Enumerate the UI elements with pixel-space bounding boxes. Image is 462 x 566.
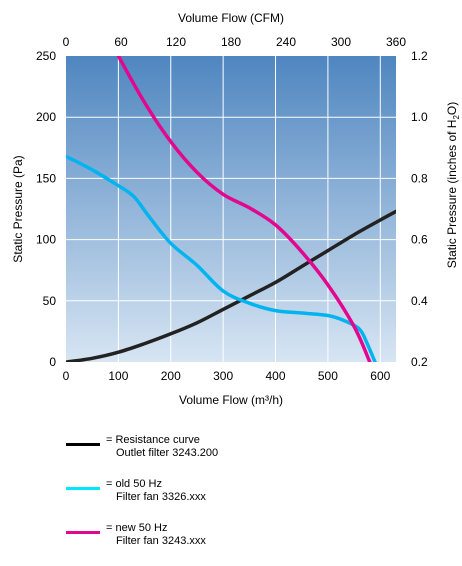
fan-curve-chart: 0 60 120 180 240 300 360 0 100 200 300 400 500 600 0 50… — [11, 11, 461, 407]
top-axis-tick-label: 60 — [114, 35, 128, 49]
bottom-axis-tick-label: 600 — [370, 369, 390, 383]
right-axis-tick-label: 0.8 — [411, 171, 428, 185]
legend-label: = old 50 Hz Filter fan 3326.xxx — [106, 478, 206, 504]
legend-label: = Resistance curve Outlet filter 3243.20… — [106, 434, 218, 460]
legend-swatch-resistance — [66, 443, 100, 446]
left-axis-title: Static Pressure (Pa) — [11, 155, 25, 262]
legend-label-line1: = Resistance curve — [106, 434, 200, 446]
bottom-axis-tick-label: 400 — [266, 369, 286, 383]
top-axis-tick-label: 300 — [331, 35, 351, 49]
legend-label-line2: Outlet filter 3243.200 — [116, 447, 219, 459]
top-axis-tick-label: 120 — [166, 35, 186, 49]
bottom-axis-tick-label: 0 — [63, 369, 70, 383]
top-axis-tick-label: 240 — [276, 35, 296, 49]
right-axis-tick-label: 1.0 — [411, 110, 428, 124]
left-axis-tick-label: 150 — [36, 171, 56, 185]
top-axis-tick-label: 360 — [386, 35, 406, 49]
left-axis-tick-label: 50 — [43, 294, 57, 308]
legend-label-line2: Filter fan 3326.xxx — [116, 491, 206, 503]
series-line-new-50hz — [116, 56, 372, 362]
left-axis-tick-label: 0 — [49, 355, 56, 369]
left-axis-tick-label: 100 — [36, 233, 56, 247]
bottom-axis-tick-label: 200 — [161, 369, 181, 383]
left-axis-tick-label: 250 — [36, 49, 56, 63]
top-axis-tick-label: 0 — [63, 35, 70, 49]
plot-background — [66, 56, 396, 362]
legend-label-line1: = new 50 Hz — [106, 522, 168, 534]
legend-label: = new 50 Hz Filter fan 3243.xxx — [106, 522, 206, 548]
series-line-resistance-curve — [66, 209, 396, 362]
top-axis-title: Volume Flow (CFM) — [178, 11, 284, 25]
right-axis-tick-label: 0.6 — [411, 233, 428, 247]
right-axis-tick-label: 1.2 — [411, 49, 428, 63]
bottom-axis-title: Volume Flow (m³/h) — [179, 393, 283, 407]
right-axis-title-subscript: 2 — [452, 115, 461, 120]
right-axis-title-part: Static Pressure (inches of H — [445, 120, 459, 269]
bottom-axis-tick-label: 500 — [318, 369, 338, 383]
legend-label-line1: = old 50 Hz — [106, 478, 162, 490]
right-axis-title-part: O) — [445, 102, 459, 115]
right-axis-title: Static Pressure (inches of H2O) — [445, 102, 461, 269]
right-axis-tick-label: 0.4 — [411, 294, 428, 308]
right-axis-tick-label: 0.2 — [411, 355, 428, 369]
top-axis-tick-label: 180 — [221, 35, 241, 49]
bottom-axis-tick-label: 300 — [213, 369, 233, 383]
legend-swatch-new-fan — [66, 531, 100, 534]
legend-label-line2: Filter fan 3243.xxx — [116, 535, 206, 547]
legend-swatch-old-fan — [66, 487, 100, 490]
bottom-axis-tick-label: 100 — [108, 369, 128, 383]
left-axis-tick-label: 200 — [36, 110, 56, 124]
